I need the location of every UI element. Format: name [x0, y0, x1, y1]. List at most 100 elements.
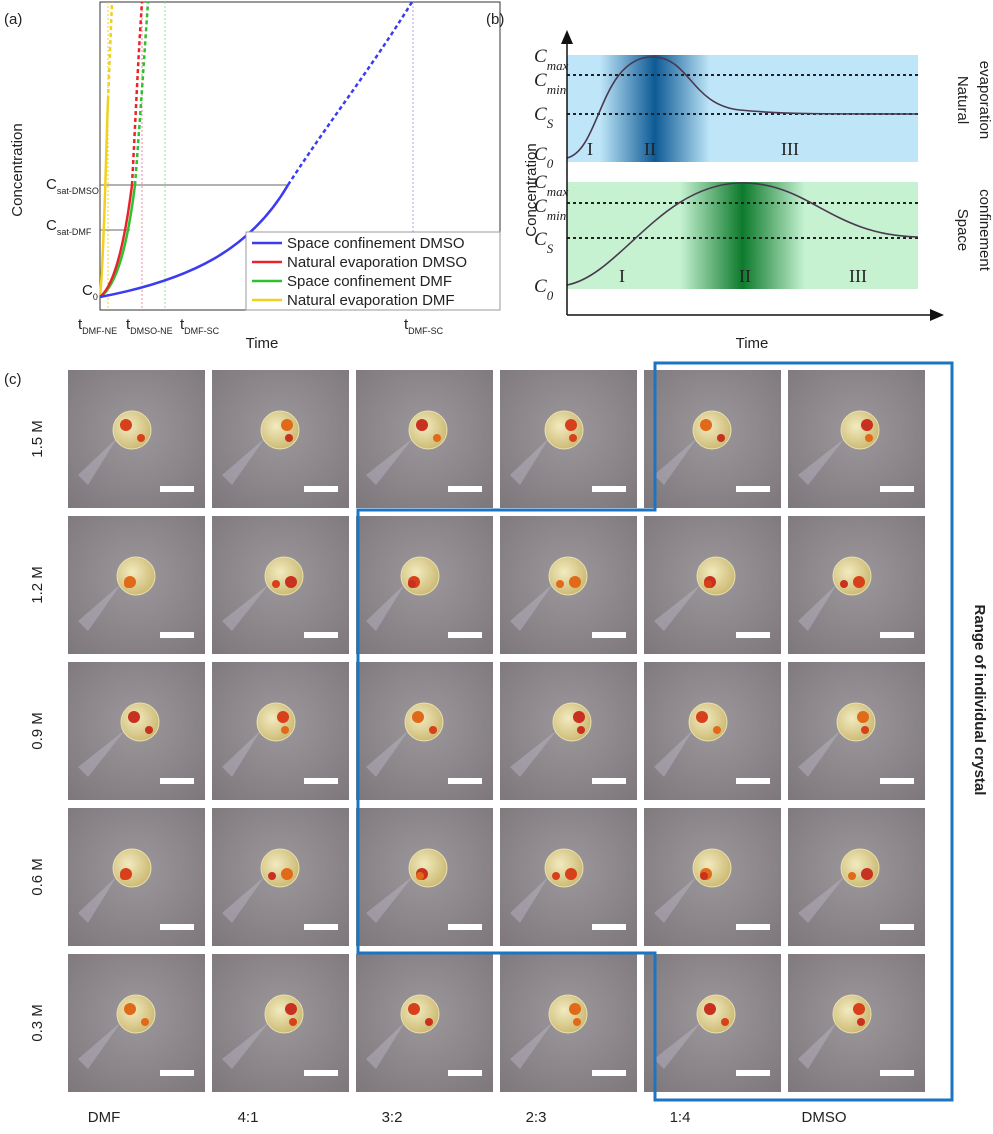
crystal [128, 711, 140, 723]
column-label: DMSO [802, 1109, 847, 1126]
scale-bar [448, 486, 482, 492]
subscript: DMF-SC [184, 326, 219, 336]
droplet [545, 411, 583, 449]
droplet [265, 995, 303, 1033]
scale-bar [736, 778, 770, 784]
crystal [704, 580, 712, 588]
symbol: C [534, 104, 547, 125]
crystal [721, 1018, 729, 1026]
scale-bar [592, 778, 626, 784]
crystal [285, 434, 293, 442]
scale-bar [304, 1070, 338, 1076]
crystal [145, 726, 153, 734]
symbol: C [534, 46, 547, 67]
crystal [429, 726, 437, 734]
side-label: Natural [954, 76, 971, 124]
subscript: sat-DMSO [57, 186, 99, 196]
subscript: max [547, 184, 569, 199]
subscript: 0 [547, 288, 554, 303]
droplet [409, 849, 447, 887]
symbol: C [534, 196, 547, 217]
droplet [545, 849, 583, 887]
scale-bar [880, 924, 914, 930]
curve-extension [288, 2, 412, 185]
crystal [124, 1003, 136, 1015]
droplet [693, 849, 731, 887]
scale-bar [448, 1070, 482, 1076]
droplet [689, 703, 727, 741]
panel-label: (c) [4, 371, 22, 388]
column-label: 3:2 [382, 1109, 403, 1126]
symbol: C [534, 70, 547, 91]
arrowhead [561, 30, 573, 44]
subscript: S [547, 116, 554, 131]
stage-label: II [644, 139, 656, 159]
droplet [837, 703, 875, 741]
x-tick-label: tDMF-SC [404, 316, 444, 336]
side-label: Space [954, 209, 971, 252]
column-label: DMF [88, 1109, 121, 1126]
crystal [277, 711, 289, 723]
y-axis-label: Concentration [9, 123, 26, 216]
crystal [281, 726, 289, 734]
crystal [281, 419, 293, 431]
crystal [569, 434, 577, 442]
x-tick-label: tDMF-NE [78, 316, 117, 336]
droplet [113, 411, 151, 449]
subscript: max [547, 58, 569, 73]
scale-bar [880, 778, 914, 784]
droplet [257, 703, 295, 741]
droplet [841, 849, 879, 887]
droplet [833, 995, 871, 1033]
crystal [285, 576, 297, 588]
x-axis-label: Time [246, 335, 279, 352]
crystal [569, 1003, 581, 1015]
row-label: 1.5 M [29, 420, 46, 458]
droplet [401, 557, 439, 595]
crystal [569, 576, 581, 588]
crystal [700, 419, 712, 431]
scale-bar [592, 1070, 626, 1076]
row-label: 0.9 M [29, 712, 46, 750]
level-label: CS [534, 229, 554, 256]
scale-bar [880, 632, 914, 638]
crystal [717, 434, 725, 442]
y-tick-label: C0 [82, 282, 98, 302]
droplet [117, 995, 155, 1033]
droplet [549, 557, 587, 595]
crystal [120, 419, 132, 431]
crystal [573, 711, 585, 723]
crystal [268, 872, 276, 880]
crystal [412, 711, 424, 723]
crystal [573, 1018, 581, 1026]
droplet [553, 703, 591, 741]
row-label: 0.6 M [29, 858, 46, 896]
panel-label: (a) [4, 11, 22, 28]
scale-bar [736, 924, 770, 930]
scale-bar [880, 1070, 914, 1076]
symbol: C [46, 176, 57, 193]
level-label: CS [534, 104, 554, 131]
x-axis-label: Time [736, 335, 769, 352]
scale-bar [592, 632, 626, 638]
column-label: 1:4 [670, 1109, 691, 1126]
droplet [409, 411, 447, 449]
symbol: C [534, 229, 547, 250]
symbol: C [534, 172, 547, 193]
scale-bar [160, 632, 194, 638]
scale-bar [880, 486, 914, 492]
scale-bar [448, 778, 482, 784]
crystal [565, 419, 577, 431]
crystal [713, 726, 721, 734]
crystal [704, 1003, 716, 1015]
subscript: 0 [93, 292, 98, 302]
subscript: min [547, 82, 567, 97]
scale-bar [448, 924, 482, 930]
symbol: C [534, 144, 547, 165]
droplet [113, 849, 151, 887]
crystal [861, 419, 873, 431]
level-label: C0 [534, 276, 554, 303]
y-tick-label: Csat-DMF [46, 217, 92, 237]
subscript: DMSO-NE [130, 326, 173, 336]
scale-bar [304, 924, 338, 930]
